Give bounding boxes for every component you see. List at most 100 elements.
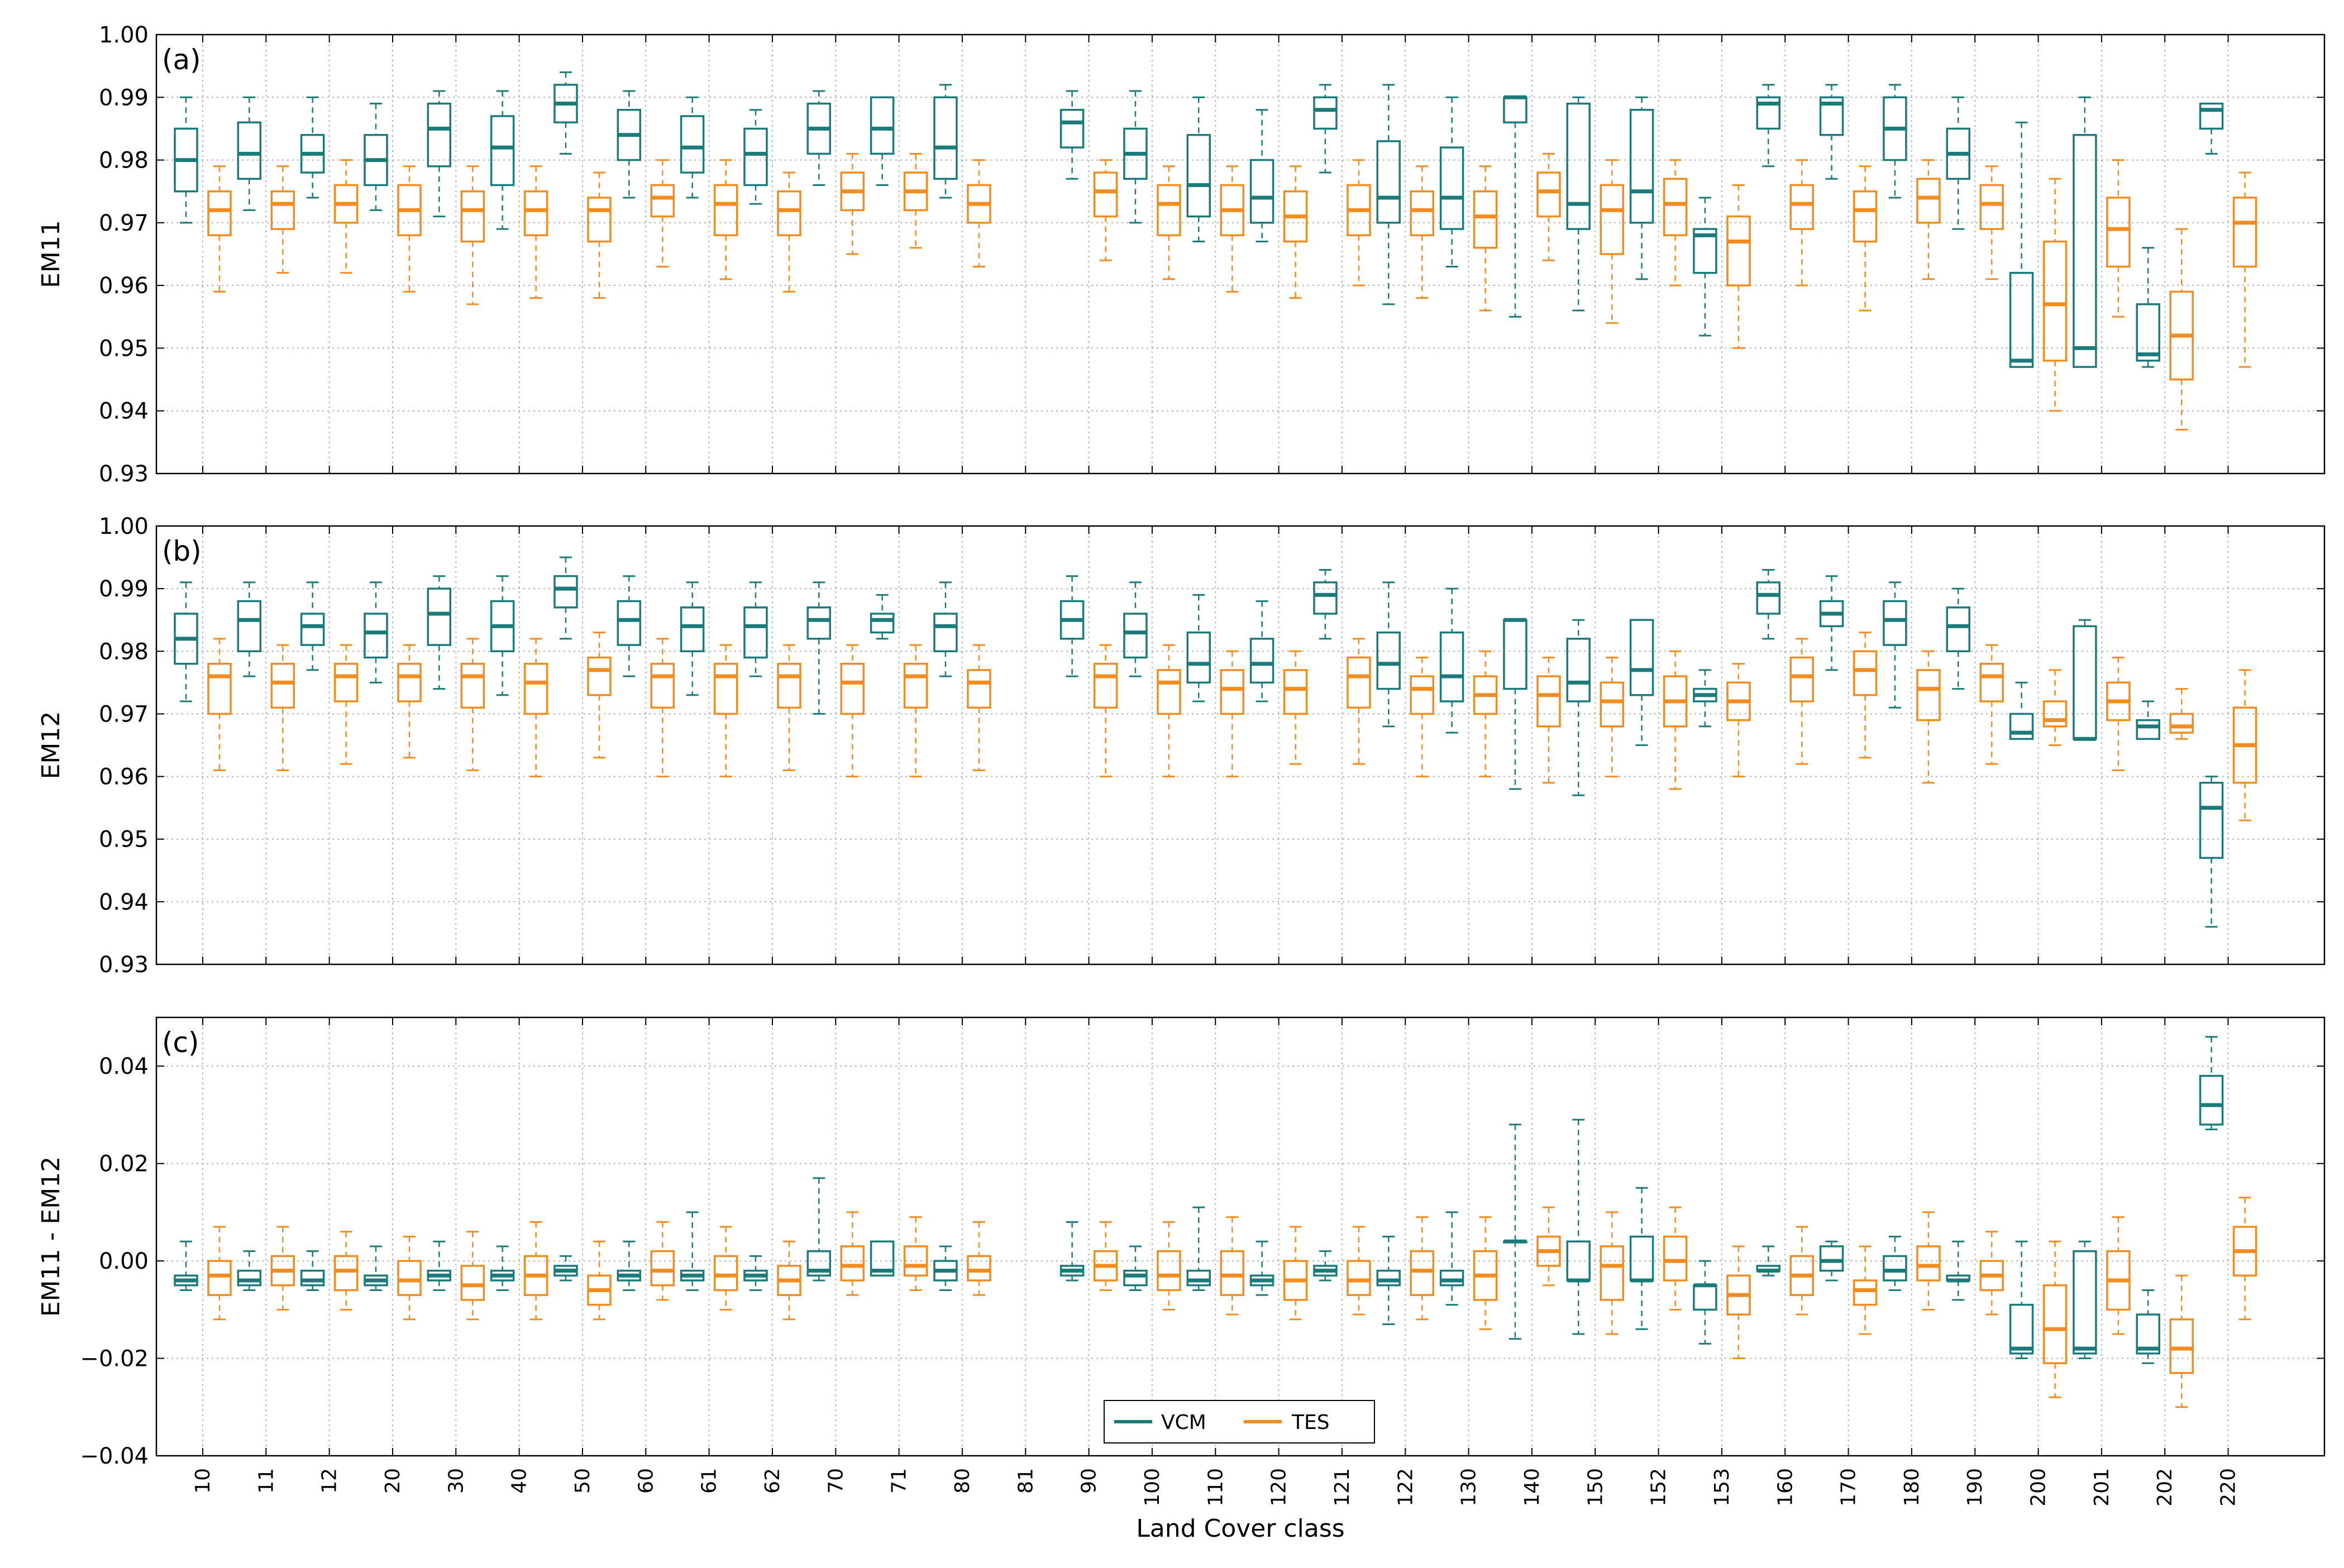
box-tes-80 [967, 1221, 991, 1296]
box-tes-12 [333, 159, 359, 274]
x-tick-label: 110 [1204, 1468, 1227, 1507]
iqr-box [300, 1269, 325, 1287]
iqr-box [2073, 1250, 2097, 1355]
y-tick-label: −0.02 [80, 1346, 149, 1372]
box-vcm-61 [680, 96, 705, 199]
box-vcm-110 [1186, 96, 1211, 243]
box-tes-61 [713, 159, 738, 280]
x-tick-label: 30 [445, 1468, 467, 1494]
iqr-box [1536, 171, 1561, 218]
box-tes-71 [903, 152, 928, 249]
iqr-box [1629, 619, 1654, 696]
iqr-box [553, 575, 578, 609]
box-vcm-62 [743, 109, 768, 205]
iqr-box [806, 1250, 832, 1277]
box-vcm-160 [1756, 1245, 1780, 1277]
x-tick-label: 40 [508, 1468, 531, 1494]
iqr-box [1756, 581, 1780, 615]
box-tes-62 [777, 644, 801, 771]
box-vcm-121 [1313, 84, 1338, 174]
x-tick-label: 60 [634, 1468, 657, 1494]
iqr-box [1410, 1250, 1435, 1296]
box-tes-11 [270, 644, 295, 771]
x-tick-label: 202 [2154, 1468, 2176, 1507]
iqr-box [397, 1260, 422, 1296]
x-tick-label: 12 [318, 1468, 341, 1494]
iqr-box [1249, 159, 1274, 224]
y-axis-label: EM11 - EM12 [37, 1156, 65, 1317]
iqr-box [1410, 190, 1435, 237]
iqr-box [1220, 669, 1245, 715]
y-tick-label: −0.04 [80, 1443, 149, 1469]
box-vcm-40 [490, 575, 515, 696]
box-tes-190 [1979, 1231, 2004, 1316]
y-tick-label: 0.00 [99, 1249, 149, 1274]
iqr-box [237, 1269, 262, 1287]
box-vcm-50 [553, 71, 578, 155]
y-tick-label: 0.96 [99, 764, 149, 790]
x-tick-label: 160 [1774, 1468, 1797, 1507]
box-vcm-130 [1439, 96, 1464, 267]
box-tes-71 [903, 644, 928, 778]
iqr-box [1819, 1245, 1844, 1272]
box-tes-152 [1663, 159, 1688, 286]
legend: VCM TES [1104, 1400, 1375, 1443]
y-tick-label: 0.94 [99, 399, 149, 424]
iqr-box [1726, 215, 1751, 286]
box-tes-170 [1853, 1245, 1878, 1335]
box-tes-220 [2232, 1197, 2257, 1321]
box-tes-90 [1093, 159, 1118, 261]
x-tick-label: 90 [1078, 1468, 1101, 1494]
box-vcm-122 [1376, 1236, 1401, 1325]
box-vcm-180 [1883, 581, 1907, 709]
iqr-box [743, 606, 768, 659]
box-tes-121 [1347, 638, 1371, 765]
box-tes-121 [1347, 159, 1371, 286]
box-vcm-12 [300, 96, 325, 199]
box-vcm-80 [933, 84, 958, 199]
iqr-box [587, 656, 612, 696]
box-vcm-170 [1819, 84, 1844, 180]
iqr-box [1123, 1269, 1148, 1287]
iqr-box [967, 1255, 991, 1282]
iqr-box [207, 190, 232, 237]
box-tes-150 [1600, 657, 1625, 778]
iqr-box [460, 190, 485, 243]
iqr-box [1059, 108, 1085, 149]
box-tes-120 [1283, 165, 1308, 299]
iqr-box [397, 662, 422, 702]
iqr-box [1663, 178, 1688, 237]
iqr-box [933, 613, 958, 653]
box-vcm-150 [1566, 619, 1591, 796]
x-tick-label: 201 [2090, 1468, 2113, 1507]
box-tes-220 [2232, 171, 2257, 368]
box-vcm-201 [2073, 619, 2097, 741]
box-vcm-170 [1819, 1240, 1844, 1282]
box-vcm-10 [174, 1240, 198, 1291]
iqr-box [1916, 1245, 1941, 1282]
iqr-box [2009, 713, 2034, 740]
box-vcm-12 [300, 1250, 325, 1291]
box-tes-160 [1789, 159, 1814, 286]
box-tes-130 [1473, 650, 1498, 778]
box-tes-20 [397, 1236, 422, 1321]
box-tes-90 [1093, 1221, 1118, 1291]
iqr-box [1157, 184, 1181, 237]
iqr-box [2042, 700, 2068, 728]
iqr-box [1946, 606, 1970, 653]
box-tes-150 [1600, 1211, 1625, 1335]
box-vcm-180 [1883, 1236, 1907, 1291]
iqr-box [523, 662, 548, 715]
iqr-box [1756, 96, 1780, 130]
box-tes-201 [2106, 657, 2131, 771]
box-vcm-71 [870, 96, 895, 186]
x-tick-label: 190 [1964, 1468, 1987, 1507]
iqr-box [2073, 133, 2097, 368]
y-tick-label: 0.04 [99, 1054, 149, 1079]
iqr-box [2042, 1284, 2068, 1365]
y-axis-label: EM11 [37, 220, 65, 288]
iqr-box [713, 184, 738, 237]
box-tes-180 [1916, 159, 1941, 280]
iqr-box [2042, 240, 2068, 362]
